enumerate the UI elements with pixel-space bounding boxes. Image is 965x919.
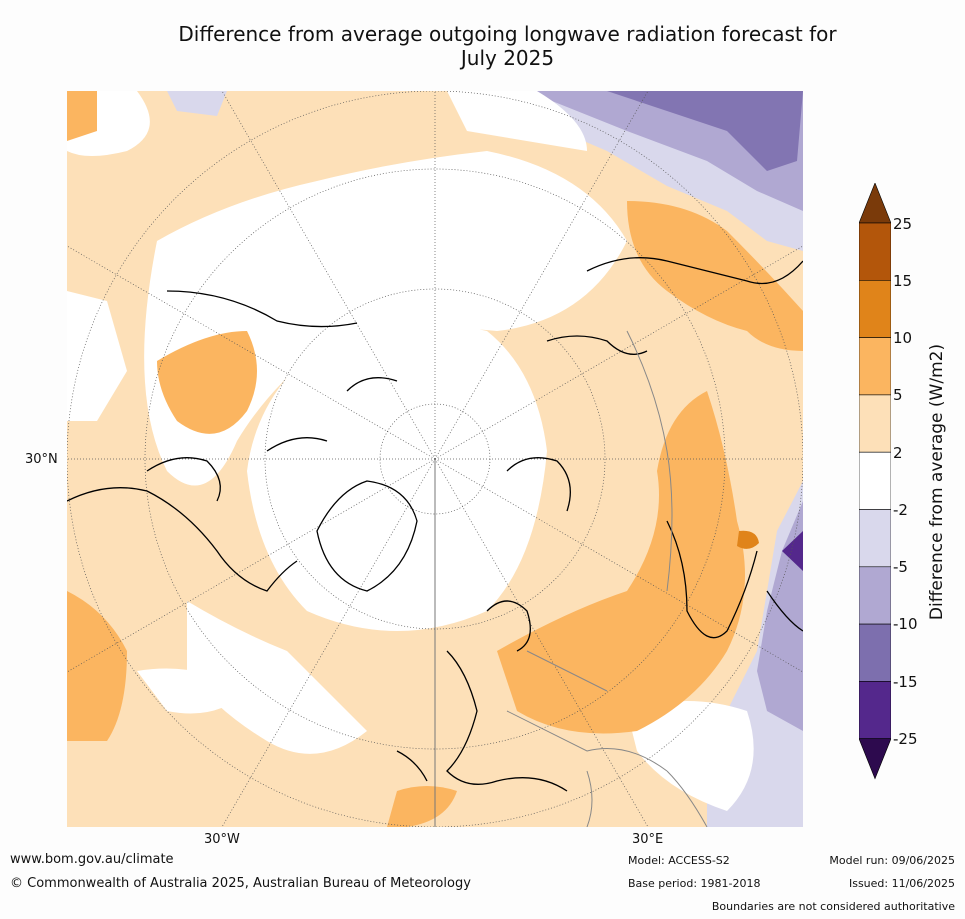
colorbar-segment (859, 623, 891, 682)
colorbar-segment (859, 394, 891, 453)
coastline-greenland (316, 480, 418, 592)
colorbar-extend-bottom (859, 738, 891, 780)
colorbar-tick: -15 (893, 673, 918, 691)
colorbar-tick: 25 (893, 215, 913, 233)
coastline-asia (586, 257, 803, 285)
colorbar-tick: 2 (893, 444, 903, 462)
colorbar-tick: -25 (893, 730, 918, 748)
lat-label-30n: 30°N (25, 452, 58, 467)
website-link[interactable]: www.bom.gov.au/climate (10, 852, 174, 867)
colorbar-tick: -2 (893, 501, 908, 519)
title-line-2: July 2025 (460, 46, 555, 70)
lon-label-30w: 30°W (204, 832, 240, 847)
coastline-north-america (67, 487, 298, 592)
chart-title: Difference from average outgoing longwav… (140, 22, 875, 70)
disclaimer-text: Boundaries are not considered authoritat… (711, 900, 955, 913)
colorbar-segment (859, 337, 891, 396)
colorbar-segment (859, 280, 891, 338)
colorbar-segment (859, 566, 891, 625)
polar-map (67, 91, 803, 827)
issued-text: Issued: 11/06/2025 (848, 877, 955, 890)
colorbar-segment (859, 509, 891, 568)
colorbar-tick: -10 (893, 615, 918, 633)
colorbar-segment (859, 451, 891, 510)
colorbar-label: Difference from average (W/m2) (927, 343, 947, 621)
neutral-arctic (247, 323, 547, 631)
lon-label-30e: 30°E (632, 832, 664, 847)
title-line-1: Difference from average outgoing longwav… (178, 22, 837, 46)
model-text: Model: ACCESS-S2 (628, 854, 730, 867)
colorbar (859, 183, 891, 780)
colorbar-tick: -5 (893, 558, 908, 576)
colorbar-segment (859, 222, 891, 281)
positive-anomaly-europe-russia (497, 391, 745, 734)
colorbar-segment (859, 681, 891, 739)
colorbar-tick: 15 (893, 272, 913, 290)
copyright-text: © Commonwealth of Australia 2025, Austra… (10, 876, 471, 891)
colorbar-tick: 5 (893, 386, 903, 404)
model-run-text: Model run: 09/06/2025 (829, 854, 955, 867)
colorbar-extend-top (859, 183, 891, 224)
coastline-europe (446, 650, 568, 792)
positive-anomaly-north-america (157, 331, 257, 434)
colorbar-tick: 10 (893, 329, 913, 347)
base-period-text: Base period: 1981-2018 (628, 877, 761, 890)
